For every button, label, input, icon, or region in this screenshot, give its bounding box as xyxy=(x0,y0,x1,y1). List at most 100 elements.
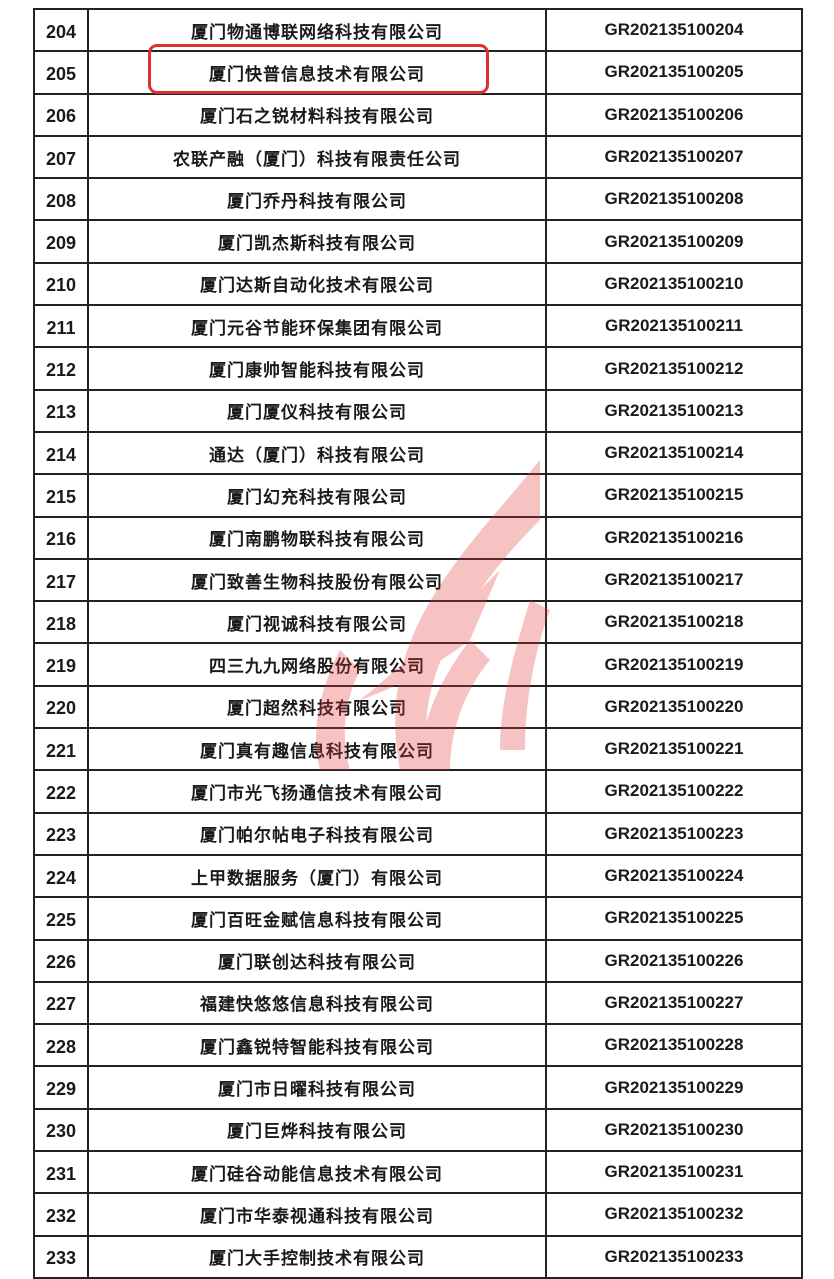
highlight-box xyxy=(148,44,489,94)
company-name: 厦门百旺金赋信息科技有限公司 xyxy=(87,896,547,941)
row-number: 205 xyxy=(33,50,89,95)
company-name: 厦门幻充科技有限公司 xyxy=(87,473,547,518)
table-row: 215 厦门幻充科技有限公司 GR202135100215 xyxy=(33,473,803,518)
row-number: 204 xyxy=(33,7,89,53)
company-name: 厦门鑫锐特智能科技有限公司 xyxy=(87,1023,547,1068)
table-row: 221 厦门真有趣信息科技有限公司 GR202135100221 xyxy=(33,727,803,772)
company-name: 厦门石之锐材料科技有限公司 xyxy=(87,92,547,137)
row-number: 220 xyxy=(33,684,89,730)
table-row: 213 厦门厦仪科技有限公司 GR202135100213 xyxy=(33,388,803,433)
table-row: 217 厦门致善生物科技股份有限公司 GR202135100217 xyxy=(33,557,803,603)
company-name: 厦门市华泰视通科技有限公司 xyxy=(87,1192,547,1237)
company-name: 厦门康帅智能科技有限公司 xyxy=(87,346,547,391)
row-number: 211 xyxy=(33,304,89,349)
certificate-code: GR202135100220 xyxy=(545,684,803,730)
certificate-code: GR202135100216 xyxy=(545,515,803,560)
company-name: 厦门达斯自动化技术有限公司 xyxy=(87,261,547,307)
certificate-code: GR202135100208 xyxy=(545,177,803,222)
row-number: 218 xyxy=(33,600,89,645)
company-table: 204 厦门物通博联网络科技有限公司 GR202135100204 205 厦门快普信息… xyxy=(33,7,803,1279)
certificate-code: GR202135100233 xyxy=(545,1234,803,1279)
table-row: 218 厦门视诚科技有限公司 GR202135100218 xyxy=(33,600,803,645)
row-number: 227 xyxy=(33,980,89,1026)
company-name: 厦门帕尔帖电子科技有限公司 xyxy=(87,811,547,856)
row-number: 233 xyxy=(33,1234,89,1279)
table-row: 223 厦门帕尔帖电子科技有限公司 GR202135100223 xyxy=(33,811,803,856)
certificate-code: GR202135100209 xyxy=(545,219,803,264)
certificate-code: GR202135100212 xyxy=(545,346,803,391)
table-row: 208 厦门乔丹科技有限公司 GR202135100208 xyxy=(33,177,803,222)
company-name: 厦门凯杰斯科技有限公司 xyxy=(87,219,547,264)
row-number: 207 xyxy=(33,134,89,180)
certificate-code: GR202135100223 xyxy=(545,811,803,856)
table-row: 233 厦门大手控制技术有限公司 GR202135100233 xyxy=(33,1234,803,1279)
table-row: 227 福建快悠悠信息科技有限公司 GR202135100227 xyxy=(33,980,803,1026)
table-row: 216 厦门南鹏物联科技有限公司 GR202135100216 xyxy=(33,515,803,560)
certificate-code: GR202135100213 xyxy=(545,388,803,433)
certificate-code: GR202135100221 xyxy=(545,727,803,772)
table-row: 210 厦门达斯自动化技术有限公司 GR202135100210 xyxy=(33,261,803,307)
row-number: 221 xyxy=(33,727,89,772)
table-row: 209 厦门凯杰斯科技有限公司 GR202135100209 xyxy=(33,219,803,264)
table-row: 206 厦门石之锐材料科技有限公司 GR202135100206 xyxy=(33,92,803,137)
table-row: 231 厦门硅谷动能信息技术有限公司 GR202135100231 xyxy=(33,1150,803,1195)
table-row: 228 厦门鑫锐特智能科技有限公司 GR202135100228 xyxy=(33,1023,803,1068)
table-row: 214 通达（厦门）科技有限公司 GR202135100214 xyxy=(33,430,803,476)
table-row: 212 厦门康帅智能科技有限公司 GR202135100212 xyxy=(33,346,803,391)
company-name: 农联产融（厦门）科技有限责任公司 xyxy=(87,134,547,180)
certificate-code: GR202135100222 xyxy=(545,769,803,814)
table-row: 211 厦门元谷节能环保集团有限公司 GR202135100211 xyxy=(33,304,803,349)
table-row: 224 上甲数据服务（厦门）有限公司 GR202135100224 xyxy=(33,853,803,899)
company-name: 厦门厦仪科技有限公司 xyxy=(87,388,547,433)
certificate-code: GR202135100205 xyxy=(545,50,803,95)
company-name: 四三九九网络股份有限公司 xyxy=(87,642,547,687)
certificate-code: GR202135100219 xyxy=(545,642,803,687)
row-number: 208 xyxy=(33,177,89,222)
row-number: 214 xyxy=(33,430,89,476)
company-name: 上甲数据服务（厦门）有限公司 xyxy=(87,853,547,899)
table-row: 226 厦门联创达科技有限公司 GR202135100226 xyxy=(33,938,803,983)
table-body: 204 厦门物通博联网络科技有限公司 GR202135100204 205 厦门快普信息… xyxy=(33,7,803,1279)
company-name: 厦门致善生物科技股份有限公司 xyxy=(87,557,547,603)
certificate-code: GR202135100214 xyxy=(545,430,803,476)
row-number: 229 xyxy=(33,1065,89,1110)
certificate-code: GR202135100225 xyxy=(545,896,803,941)
table-row: 219 四三九九网络股份有限公司 GR202135100219 xyxy=(33,642,803,687)
row-number: 212 xyxy=(33,346,89,391)
row-number: 217 xyxy=(33,557,89,603)
company-name: 厦门联创达科技有限公司 xyxy=(87,938,547,983)
company-name: 厦门硅谷动能信息技术有限公司 xyxy=(87,1150,547,1195)
company-name: 厦门南鹏物联科技有限公司 xyxy=(87,515,547,560)
company-name: 厦门视诚科技有限公司 xyxy=(87,600,547,645)
certificate-code: GR202135100217 xyxy=(545,557,803,603)
row-number: 216 xyxy=(33,515,89,560)
certificate-code: GR202135100207 xyxy=(545,134,803,180)
table-row: 225 厦门百旺金赋信息科技有限公司 GR202135100225 xyxy=(33,896,803,941)
certificate-code: GR202135100232 xyxy=(545,1192,803,1237)
certificate-code: GR202135100218 xyxy=(545,600,803,645)
company-name: 厦门真有趣信息科技有限公司 xyxy=(87,727,547,772)
company-name: 厦门巨烨科技有限公司 xyxy=(87,1107,547,1153)
row-number: 222 xyxy=(33,769,89,814)
row-number: 228 xyxy=(33,1023,89,1068)
row-number: 226 xyxy=(33,938,89,983)
certificate-code: GR202135100229 xyxy=(545,1065,803,1110)
certificate-code: GR202135100206 xyxy=(545,92,803,137)
company-name: 通达（厦门）科技有限公司 xyxy=(87,430,547,476)
company-name: 厦门市光飞扬通信技术有限公司 xyxy=(87,769,547,814)
row-number: 210 xyxy=(33,261,89,307)
certificate-code: GR202135100204 xyxy=(545,7,803,53)
company-name: 厦门市日曜科技有限公司 xyxy=(87,1065,547,1110)
row-number: 230 xyxy=(33,1107,89,1153)
row-number: 219 xyxy=(33,642,89,687)
row-number: 231 xyxy=(33,1150,89,1195)
table-row: 207 农联产融（厦门）科技有限责任公司 GR202135100207 xyxy=(33,134,803,180)
table-row: 220 厦门超然科技有限公司 GR202135100220 xyxy=(33,684,803,730)
row-number: 232 xyxy=(33,1192,89,1237)
row-number: 224 xyxy=(33,853,89,899)
company-name: 福建快悠悠信息科技有限公司 xyxy=(87,980,547,1026)
row-number: 223 xyxy=(33,811,89,856)
certificate-code: GR202135100224 xyxy=(545,853,803,899)
company-name: 厦门元谷节能环保集团有限公司 xyxy=(87,304,547,349)
table-row: 205 厦门快普信息技术有限公司 GR202135100205 xyxy=(33,50,803,95)
